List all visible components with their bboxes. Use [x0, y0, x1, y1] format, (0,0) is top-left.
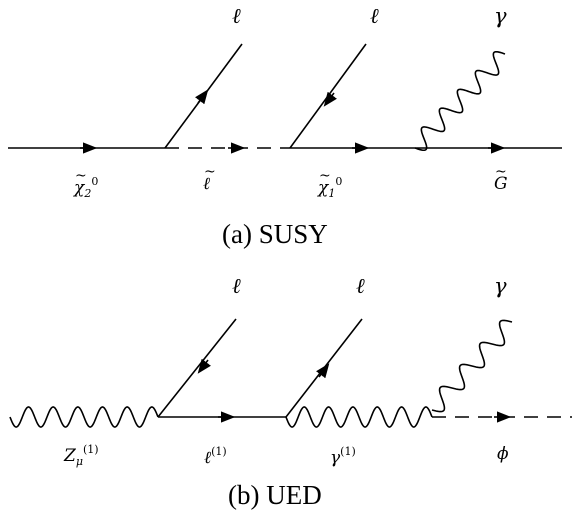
lepton2-arrow-ued — [316, 363, 330, 379]
z1-wavy-line — [9, 406, 159, 428]
susy-caption: (a) SUSY — [222, 219, 328, 249]
susy-photon-label: γ — [494, 4, 507, 28]
susy-neutralino2-label: χ20 — [74, 169, 98, 199]
susy-lepton1-label: ℓ — [232, 4, 241, 28]
ued-photon-label: γ — [494, 274, 507, 298]
susy-slepton-label: ℓ — [203, 165, 216, 193]
ued-lepton2-label: ℓ — [356, 274, 365, 298]
lepton2-line-ued — [285, 318, 363, 418]
susy-lepton2-label: ℓ — [370, 4, 379, 28]
ued-diagram — [9, 318, 572, 428]
lepton1-arrow — [195, 89, 209, 105]
lepton1-arrow-ued — [197, 358, 211, 374]
ued-caption: (b) UED — [228, 480, 322, 510]
susy-gravitino-label: G — [494, 165, 508, 193]
susy-neutralino1-label: χ10 — [318, 169, 342, 199]
lepton2-arrow — [323, 91, 337, 107]
ued-lepton-kk-label: ℓ(1) — [204, 445, 227, 468]
lepton1-line-ued — [157, 318, 237, 418]
photon-wavy-line-susy — [414, 50, 506, 152]
ued-z1-label: Zμ(1) — [64, 443, 99, 468]
photon-wavy-line-ued — [431, 319, 513, 413]
lepton2-line — [289, 43, 367, 149]
susy-diagram — [8, 43, 562, 154]
ued-lepton1-label: ℓ — [232, 274, 241, 298]
ued-phi-label: ϕ — [497, 444, 509, 464]
ued-photon-kk-label: γ(1) — [330, 445, 356, 468]
photon-kk-wavy-line — [285, 406, 433, 428]
